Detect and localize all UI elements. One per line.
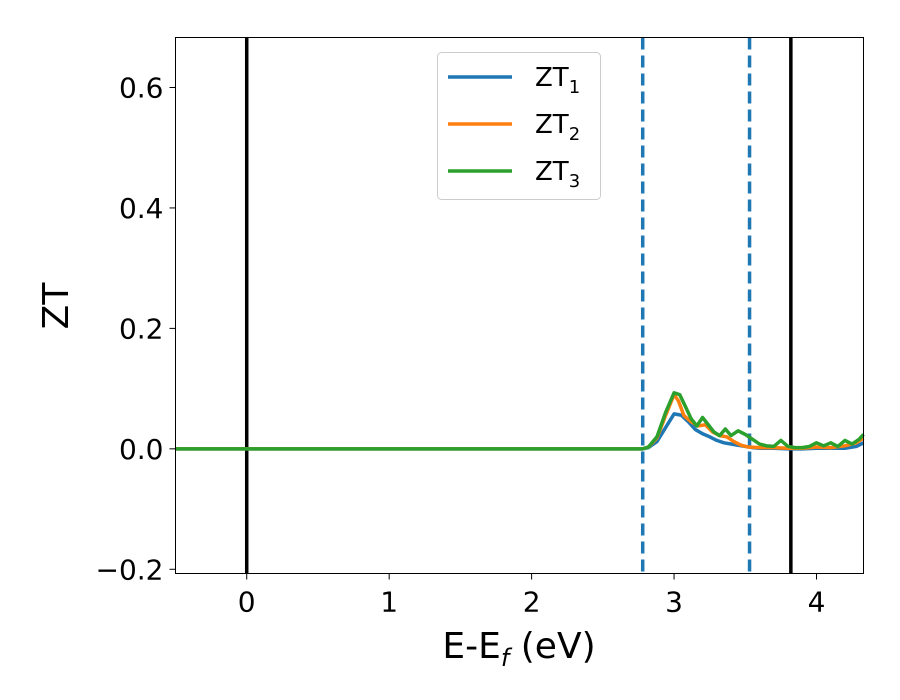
legend-label-zt1: ZT1 — [535, 63, 580, 98]
legend-box — [437, 52, 601, 200]
y-axis: −0.2 0.0 0.2 0.4 0.6 — [96, 71, 176, 586]
series-line-zt3 — [175, 391, 865, 451]
x-axis-label: E-Ef (eV) — [442, 626, 595, 672]
x-tick-label: 3 — [665, 586, 683, 619]
x-tick-label: 2 — [523, 586, 541, 619]
plot-frame — [175, 37, 864, 574]
legend-label-zt3: ZT3 — [535, 157, 580, 192]
x-tick-label: 0 — [238, 586, 256, 619]
x-tick-label: 1 — [380, 586, 398, 619]
legend-label-zt2: ZT2 — [535, 110, 580, 145]
reference-lines — [244, 37, 793, 574]
y-tick-label: 0.2 — [119, 312, 164, 345]
legend: ZT1 ZT2 ZT3 — [437, 52, 601, 200]
y-tick-label: 0.6 — [119, 71, 164, 104]
y-axis-label: ZT — [36, 282, 77, 330]
y-tick-label: −0.2 — [96, 553, 164, 586]
y-tick-label: 0.4 — [119, 192, 164, 225]
x-tick-label: 4 — [808, 586, 826, 619]
series-lines — [175, 391, 865, 451]
x-axis: 0 1 2 3 4 — [238, 573, 826, 619]
y-tick-label: 0.0 — [119, 433, 164, 466]
series-line-zt2 — [175, 392, 865, 451]
